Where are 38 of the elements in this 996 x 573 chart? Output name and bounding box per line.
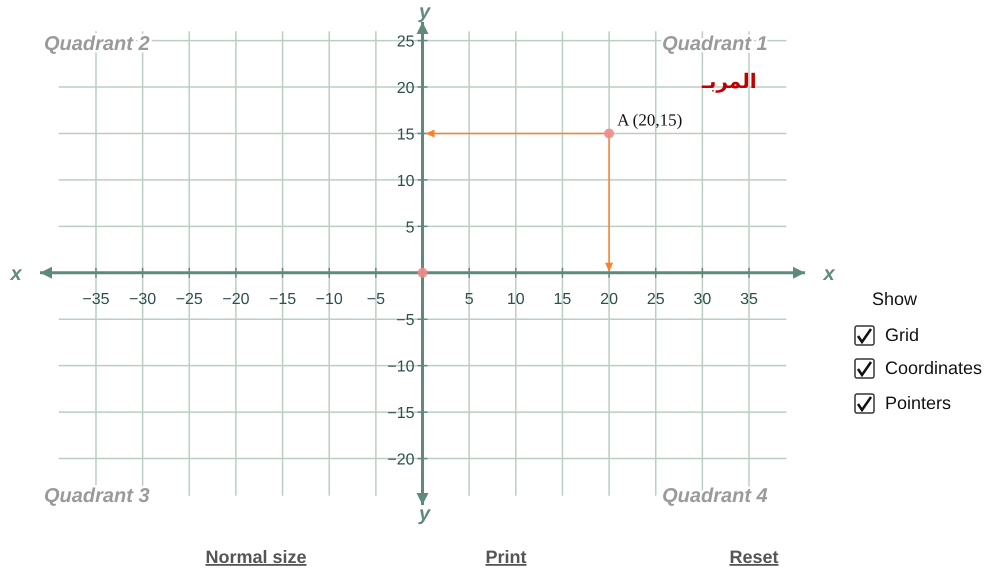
annotation: A (20,15): [617, 110, 682, 130]
x-tick-label: −20: [222, 290, 250, 308]
y-tick-label: 20: [396, 80, 415, 98]
text: Pointers: [885, 393, 952, 413]
y-tick-label: −15: [387, 405, 415, 422]
text: Grid: [885, 325, 920, 345]
y-tick-label: 25: [396, 34, 415, 51]
x-tick-label: −25: [176, 290, 203, 308]
x-tick-label: −30: [129, 290, 156, 308]
x-tick-label: −15: [268, 290, 296, 308]
text: Print: [485, 547, 527, 567]
text: Coordinates: [885, 358, 982, 378]
annotation: المربـ: [701, 69, 757, 93]
x-tick-label: 15: [554, 290, 572, 308]
annotation: Quadrant 4: [662, 485, 768, 507]
x-tick-label: 35: [740, 290, 758, 308]
annotation: Quadrant 3: [44, 485, 150, 507]
text: y: [418, 503, 430, 525]
x-axis-title: x: [9, 262, 22, 285]
y-tick-label: −10: [387, 358, 415, 376]
x-tick-label: −10: [316, 290, 343, 308]
y-axis-title: y: [418, 1, 431, 23]
x-tick-label: 25: [646, 290, 665, 308]
x-tick-label: 20: [600, 290, 618, 308]
x-tick-label: 5: [464, 290, 474, 308]
text: x: [823, 262, 835, 285]
x-tick-label: −35: [82, 290, 110, 308]
y-tick-label: 5: [406, 219, 415, 236]
y-tick-label: −5: [396, 312, 415, 330]
x-tick-label: −5: [366, 290, 386, 308]
text: Reset: [729, 547, 779, 567]
y-tick-label: −20: [387, 452, 415, 469]
text: Normal size: [205, 547, 307, 567]
x-tick-label: 30: [693, 290, 712, 308]
text: Show: [872, 289, 918, 309]
y-tick-label: 15: [396, 126, 415, 144]
x-tick-label: 10: [506, 290, 525, 308]
y-tick-label: 10: [396, 172, 415, 190]
